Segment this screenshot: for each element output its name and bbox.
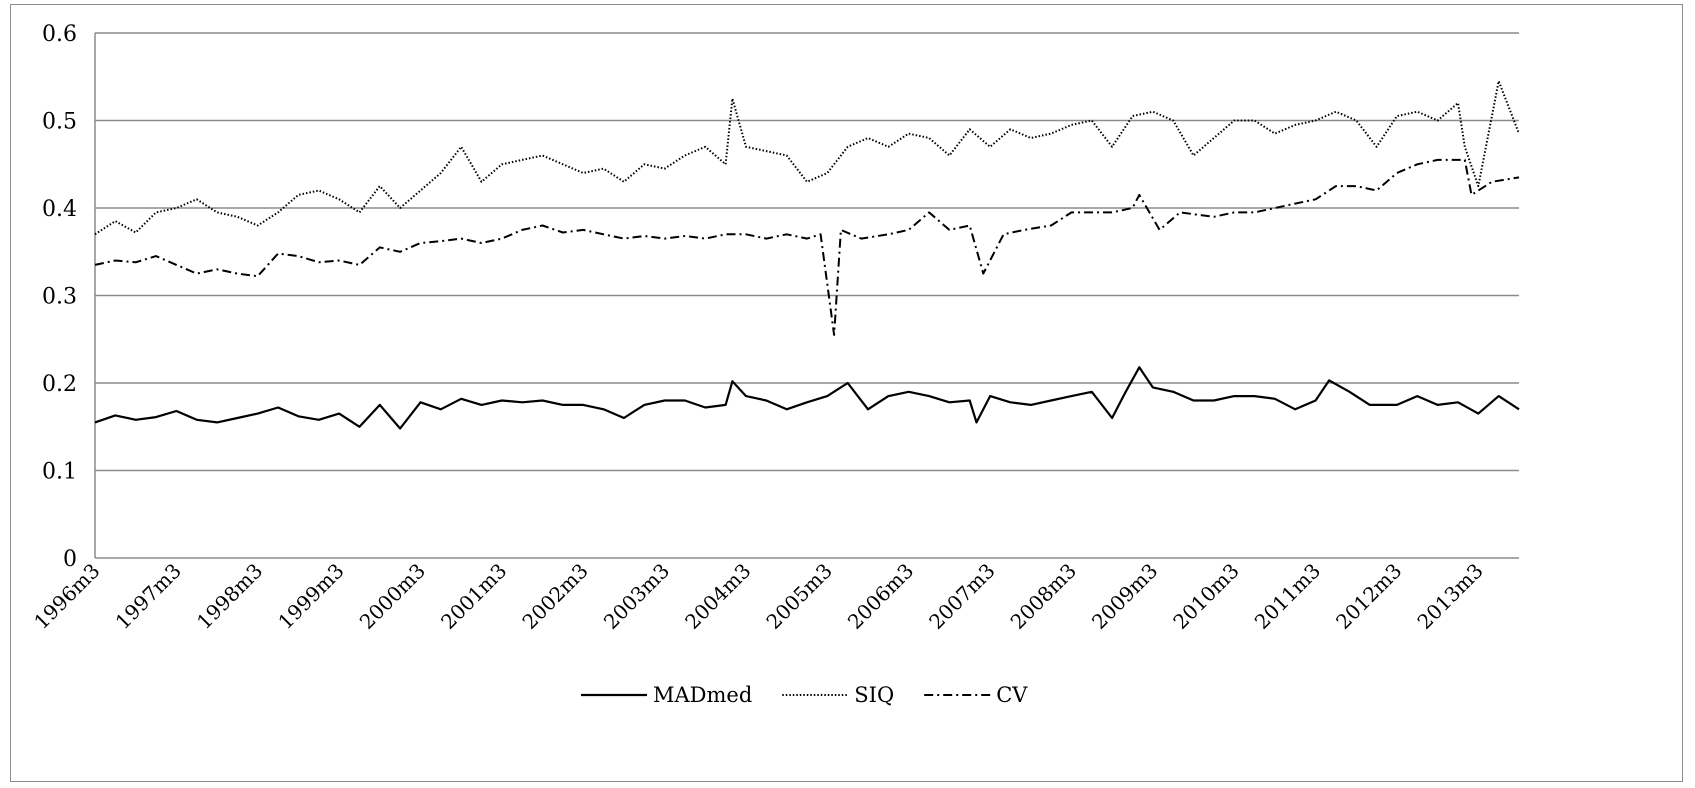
x-tick-label: 2012m3 bbox=[1331, 559, 1406, 634]
series-lines bbox=[94, 80, 1520, 430]
x-tick-label: 2010m3 bbox=[1168, 559, 1243, 634]
legend-label-siq: SIQ bbox=[854, 683, 894, 707]
x-tick-label: 2001m3 bbox=[436, 559, 511, 634]
y-tick-label: 0.6 bbox=[42, 22, 77, 47]
x-tick-label: 2007m3 bbox=[924, 559, 999, 634]
gridlines bbox=[95, 32, 1519, 472]
legend-label-cv: CV bbox=[996, 683, 1028, 707]
y-tick-label: 0.2 bbox=[42, 372, 77, 397]
x-tick-label: 2008m3 bbox=[1006, 559, 1081, 634]
chart-frame: 0 0.1 0.2 0.3 0.4 0.5 0.6 1996m3 1997m3 1998m3 19… bbox=[10, 4, 1683, 782]
legend: MADmed SIQ CV bbox=[581, 683, 1028, 707]
x-tick-label: 2003m3 bbox=[599, 559, 674, 634]
y-tick-label: 0.3 bbox=[42, 285, 77, 310]
x-tick-label: 2006m3 bbox=[843, 559, 918, 634]
legend-label-madmed: MADmed bbox=[653, 683, 752, 707]
y-tick-label: 0.4 bbox=[42, 197, 77, 222]
x-tick-labels: 1996m3 1997m3 1998m3 1999m3 2000m3 2001m3 2002… bbox=[29, 559, 1488, 634]
y-tick-label: 0 bbox=[63, 547, 77, 572]
x-tick-label: 2000m3 bbox=[355, 559, 430, 634]
line-chart: 0 0.1 0.2 0.3 0.4 0.5 0.6 1996m3 1997m3 1998m3 19… bbox=[29, 22, 1520, 707]
x-tick-label: 1997m3 bbox=[111, 559, 186, 634]
y-tick-label: 0.5 bbox=[42, 110, 77, 135]
x-tick-label: 2002m3 bbox=[517, 559, 592, 634]
x-tick-label: 2013m3 bbox=[1412, 559, 1487, 634]
x-tick-label: 2004m3 bbox=[680, 559, 755, 634]
series-line-madmed bbox=[94, 366, 1520, 430]
series-line-cv bbox=[94, 158, 1520, 336]
y-tick-labels: 0 0.1 0.2 0.3 0.4 0.5 0.6 bbox=[42, 22, 77, 572]
y-tick-label: 0.1 bbox=[42, 460, 77, 485]
x-tick-label: 2005m3 bbox=[762, 559, 837, 634]
series-line-siq bbox=[94, 80, 1520, 236]
x-tick-label: 2011m3 bbox=[1250, 559, 1325, 634]
x-tick-label: 1998m3 bbox=[192, 559, 267, 634]
x-tick-label: 2009m3 bbox=[1087, 559, 1162, 634]
axes bbox=[94, 33, 1519, 559]
x-tick-label: 1999m3 bbox=[273, 559, 348, 634]
